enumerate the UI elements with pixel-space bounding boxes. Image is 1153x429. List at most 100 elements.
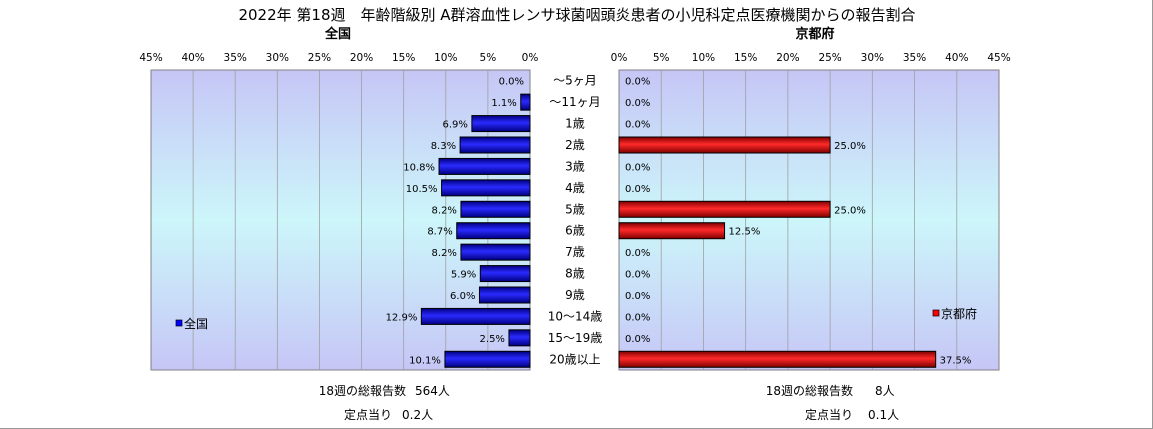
category-label: 10〜14歳 — [548, 309, 603, 323]
kyoto-value-label: 12.5% — [729, 227, 761, 238]
national-tick-label: 20% — [350, 52, 373, 64]
kyoto-bar — [618, 136, 831, 154]
kyoto-tick-label: 45% — [987, 52, 1010, 64]
national-value-label: 6.0% — [450, 291, 475, 302]
kyoto-value-label: 0.0% — [625, 312, 650, 323]
national-value-label: 10.8% — [403, 162, 435, 173]
category-label: 3歳 — [565, 159, 585, 173]
national-tick-label: 0% — [522, 52, 539, 64]
national-value-label: 8.2% — [432, 205, 457, 216]
kyoto-tick-label: 30% — [861, 52, 884, 64]
category-label: 5歳 — [565, 202, 585, 216]
category-label: 7歳 — [565, 245, 585, 259]
national-value-label: 0.0% — [499, 77, 524, 88]
kyoto-value-label: 37.5% — [940, 355, 972, 366]
national-tick-label: 45% — [139, 52, 162, 64]
kyoto-tick-label: 0% — [611, 52, 628, 64]
national-value-label: 6.9% — [442, 120, 467, 131]
category-label: 1歳 — [565, 117, 585, 131]
national-bar — [520, 93, 531, 111]
national-tick-label: 35% — [224, 52, 247, 64]
national-per-label: 定点当り — [344, 407, 392, 422]
national-tick-label: 15% — [392, 52, 415, 64]
kyoto-value-label: 25.0% — [834, 141, 866, 152]
kyoto-legend: 京都府 — [932, 306, 977, 321]
national-bar — [459, 136, 531, 154]
national-value-label: 10.1% — [409, 355, 441, 366]
kyoto-per-label: 定点当り — [805, 407, 853, 422]
category-label: 2歳 — [565, 138, 585, 152]
kyoto-tick-label: 35% — [903, 52, 926, 64]
kyoto-axis-ticks: 0% 5% 10% 15% 20% 25% 30% 35% 40% 45% — [611, 52, 1011, 64]
kyoto-bar — [618, 200, 831, 218]
kyoto-value-label: 0.0% — [625, 248, 650, 259]
national-axis-ticks: 0% 5% 10% 15% 20% 25% 30% 35% 40% 45% — [139, 52, 538, 64]
category-label: 〜5ヶ月 — [553, 74, 597, 88]
category-label: 8歳 — [565, 267, 585, 281]
category-label: 4歳 — [565, 181, 585, 195]
kyoto-tick-label: 40% — [945, 52, 968, 64]
kyoto-subtitle: 京都府 — [795, 26, 834, 42]
kyoto-value-label: 0.0% — [625, 77, 650, 88]
national-bar — [441, 179, 531, 197]
national-bar — [479, 265, 531, 283]
national-bar — [420, 307, 531, 325]
national-value-label: 2.5% — [480, 334, 505, 345]
national-bar — [460, 243, 531, 261]
kyoto-tick-label: 15% — [734, 52, 757, 64]
kyoto-value-label: 0.0% — [625, 334, 650, 345]
national-bar — [508, 329, 531, 347]
category-label: 15〜19歳 — [548, 331, 603, 345]
national-legend: 全国 — [175, 316, 208, 331]
kyoto-tick-label: 20% — [776, 52, 799, 64]
national-tick-label: 40% — [181, 52, 204, 64]
national-footer: 18週の総報告数 564人 定点当り 0.2人 — [319, 383, 450, 422]
category-labels: 〜5ヶ月〜11ヶ月 1歳 2歳 3歳 4歳 5歳 6歳 7歳 8歳 9歳 10〜14歳 15〜19歳 2… — [548, 74, 603, 367]
national-legend-label: 全国 — [184, 316, 208, 331]
national-value-label: 8.2% — [432, 248, 457, 259]
kyoto-total-label: 18週の総報告数 — [766, 383, 853, 398]
national-subtitle: 全国 — [324, 26, 351, 42]
kyoto-value-label: 0.0% — [625, 162, 650, 173]
national-per-value: 0.2人 — [402, 408, 433, 422]
national-value-labels: 0.0% 1.1% 6.9% 8.3% 10.8% 10.5% 8.2% 8.7% 8.2% 5.… — [386, 77, 524, 367]
national-value-label: 5.9% — [451, 270, 476, 281]
kyoto-value-label: 0.0% — [625, 184, 650, 195]
kyoto-value-label: 0.0% — [625, 98, 650, 109]
category-label: 〜11ヶ月 — [549, 95, 600, 109]
kyoto-legend-swatch — [932, 309, 940, 317]
kyoto-value-labels: 0.0% 0.0% 0.0% 25.0% 0.0% 0.0% 25.0% 12.5% 0.0% 0… — [625, 77, 971, 367]
category-label: 9歳 — [565, 288, 585, 302]
kyoto-total-value: 8人 — [875, 384, 895, 398]
kyoto-plot-area — [618, 69, 1000, 371]
category-label: 20歳以上 — [549, 352, 600, 366]
kyoto-value-label: 0.0% — [625, 120, 650, 131]
national-legend-swatch — [175, 319, 183, 327]
national-tick-label: 25% — [308, 52, 331, 64]
category-label: 6歳 — [565, 224, 585, 238]
kyoto-value-label: 25.0% — [834, 205, 866, 216]
kyoto-bars — [618, 136, 937, 368]
kyoto-gridlines — [660, 70, 958, 370]
kyoto-bar — [618, 350, 937, 368]
national-value-label: 8.7% — [427, 227, 452, 238]
kyoto-value-label: 0.0% — [625, 291, 650, 302]
national-total-value: 564人 — [415, 384, 450, 398]
national-bar — [456, 222, 531, 240]
national-tick-label: 5% — [480, 52, 497, 64]
kyoto-footer: 18週の総報告数 8人 定点当り 0.1人 — [766, 383, 899, 422]
chart-title: 2022年 第18週 年齢階級別 A群溶血性レンサ球菌咽頭炎患者の小児科定点医療… — [238, 6, 915, 24]
national-bar — [471, 115, 531, 133]
national-tick-label: 10% — [434, 52, 457, 64]
kyoto-value-label: 0.0% — [625, 270, 650, 281]
national-value-label: 1.1% — [491, 98, 516, 109]
national-bar — [478, 286, 531, 304]
kyoto-legend-label: 京都府 — [941, 306, 977, 321]
kyoto-per-value: 0.1人 — [868, 408, 899, 422]
national-bar — [460, 200, 531, 218]
national-bar — [438, 157, 531, 175]
kyoto-tick-label: 25% — [818, 52, 841, 64]
national-value-label: 8.3% — [431, 141, 456, 152]
national-value-label: 10.5% — [406, 184, 438, 195]
